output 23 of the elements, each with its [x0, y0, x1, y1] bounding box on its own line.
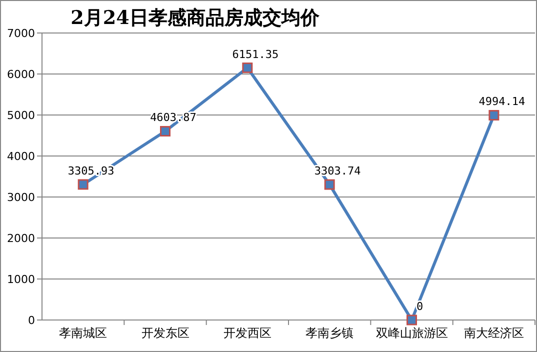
x-tick-label: 开发西区 [223, 326, 272, 340]
point [160, 126, 170, 136]
point [488, 110, 500, 120]
x-tick-label: 孝南城区 [59, 326, 108, 340]
point [406, 314, 417, 326]
y-tick-label: 7000 [7, 27, 35, 40]
x-tick-label: 开发东区 [141, 326, 190, 340]
y-tick-label: 2000 [7, 232, 35, 245]
y-tick-label: 6000 [7, 68, 35, 81]
chart-title: 2月24日孝感商品房成交均价 [70, 7, 320, 29]
data-label: 4994.14 [478, 95, 526, 108]
x-tick-label: 双峰山旅游区 [376, 326, 448, 340]
x-tick-label: 南大经济区 [464, 326, 524, 340]
y-tick-label: 4000 [7, 150, 35, 163]
point [78, 179, 88, 190]
point [324, 179, 335, 190]
y-tick-label: 3000 [7, 191, 35, 204]
y-tick-label: 1000 [7, 273, 35, 286]
point [242, 62, 253, 74]
y-tick-label: 5000 [7, 109, 35, 122]
y-tick-label: 0 [28, 314, 35, 327]
x-tick-label: 孝南乡镇 [306, 326, 354, 340]
data-label: 6151.35 [232, 48, 279, 61]
